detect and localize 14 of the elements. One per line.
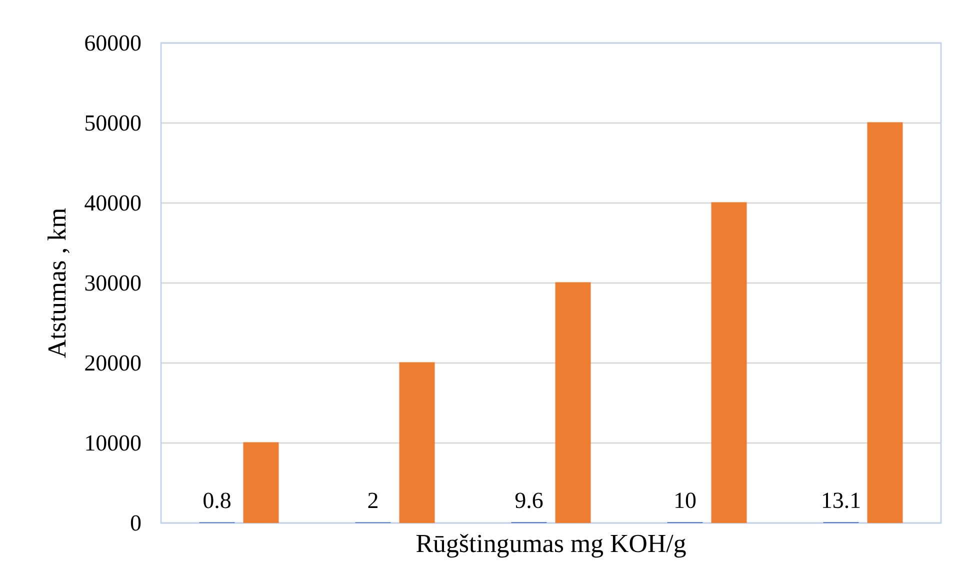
y-tick-label: 40000 — [84, 195, 141, 211]
y-tick-label: 50000 — [86, 115, 141, 131]
y-tick-label: 30000 — [85, 275, 141, 291]
data-label: 2 — [368, 492, 378, 508]
y-tick-label: 20000 — [85, 355, 141, 371]
y-tick-label: 0 — [130, 515, 141, 531]
data-label: 9.6 — [515, 492, 543, 508]
y-axis-title: Atstumas , km — [48, 208, 70, 358]
x-axis-title: Rūgštingumas mg KOH/g — [416, 534, 686, 558]
data-label: 13.1 — [822, 492, 860, 508]
y-tick-label: 10000 — [86, 435, 141, 451]
data-label: 10 — [676, 492, 696, 508]
data-label: 0.8 — [204, 492, 230, 508]
y-tick-label: 60000 — [85, 35, 141, 51]
